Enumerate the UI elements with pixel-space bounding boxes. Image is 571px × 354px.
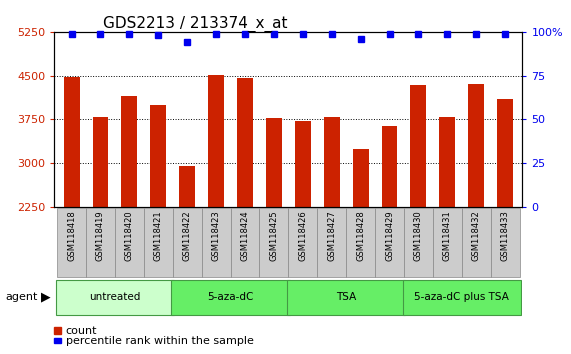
Bar: [144, 208, 173, 277]
Text: GSM118424: GSM118424: [240, 210, 250, 261]
Text: ▶: ▶: [41, 291, 51, 304]
Bar: [346, 208, 375, 277]
Bar: [202, 208, 231, 277]
Bar: [411, 85, 427, 207]
Text: GSM118422: GSM118422: [183, 210, 192, 261]
Text: percentile rank within the sample: percentile rank within the sample: [66, 336, 254, 346]
Text: GSM118432: GSM118432: [472, 210, 481, 261]
Bar: [433, 208, 462, 277]
Text: agent: agent: [6, 292, 38, 302]
Bar: [93, 116, 108, 207]
Text: GDS2213 / 213374_x_at: GDS2213 / 213374_x_at: [103, 16, 287, 32]
Bar: [497, 99, 513, 207]
Text: GSM118427: GSM118427: [327, 210, 336, 261]
Bar: [57, 208, 86, 277]
Text: 5-aza-dC: 5-aza-dC: [207, 292, 254, 302]
Bar: [259, 208, 288, 277]
Bar: [208, 75, 224, 207]
Bar: [237, 78, 253, 207]
Text: GSM118428: GSM118428: [356, 210, 365, 261]
Bar: [266, 118, 282, 207]
Bar: [288, 208, 317, 277]
Text: GSM118433: GSM118433: [501, 210, 510, 261]
Text: GSM118430: GSM118430: [414, 210, 423, 261]
Bar: [122, 96, 138, 207]
Text: GSM118418: GSM118418: [67, 210, 76, 261]
Bar: [381, 126, 397, 207]
Bar: [295, 121, 311, 207]
Text: GSM118425: GSM118425: [270, 210, 279, 261]
Text: GSM118421: GSM118421: [154, 210, 163, 261]
Text: GSM118423: GSM118423: [212, 210, 220, 261]
Bar: [462, 208, 490, 277]
FancyBboxPatch shape: [171, 280, 289, 315]
Bar: [115, 208, 144, 277]
Text: GSM118426: GSM118426: [298, 210, 307, 261]
Text: untreated: untreated: [89, 292, 140, 302]
Bar: [172, 208, 202, 277]
Bar: [353, 149, 368, 207]
Text: GSM118431: GSM118431: [443, 210, 452, 261]
Bar: [439, 117, 455, 207]
Text: GSM118420: GSM118420: [125, 210, 134, 261]
FancyBboxPatch shape: [287, 280, 405, 315]
FancyBboxPatch shape: [403, 280, 521, 315]
Text: GSM118429: GSM118429: [385, 210, 394, 261]
Text: 5-aza-dC plus TSA: 5-aza-dC plus TSA: [415, 292, 509, 302]
Bar: [231, 208, 259, 277]
Text: GSM118419: GSM118419: [96, 210, 105, 261]
Text: count: count: [66, 326, 97, 336]
Bar: [468, 85, 484, 207]
Bar: [490, 208, 520, 277]
Bar: [150, 105, 166, 207]
Text: TSA: TSA: [336, 292, 356, 302]
Bar: [324, 117, 340, 207]
Bar: [317, 208, 346, 277]
Bar: [375, 208, 404, 277]
Bar: [86, 208, 115, 277]
Bar: [63, 77, 79, 207]
Bar: [179, 166, 195, 207]
FancyBboxPatch shape: [56, 280, 174, 315]
Bar: [404, 208, 433, 277]
